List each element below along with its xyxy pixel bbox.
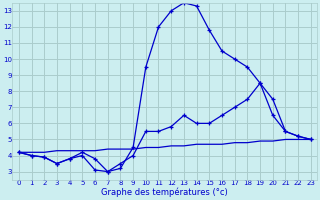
X-axis label: Graphe des températures (°c): Graphe des températures (°c) [101,188,228,197]
